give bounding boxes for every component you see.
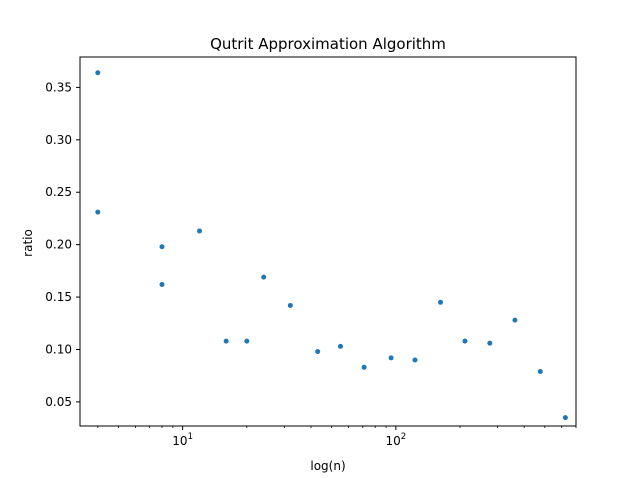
scatter-point [95,209,101,215]
plot-area-frame [79,56,577,427]
scatter-point [462,338,468,344]
y-tick-label: 0.35 [45,80,72,94]
x-tick-exponent: 2 [401,432,406,442]
y-axis-label: ratio [21,229,35,257]
scatter-point [361,364,367,370]
x-tick-exponent: 1 [188,432,193,442]
x-axis-label: log(n) [310,459,345,473]
scatter-point [562,415,568,421]
scatter-point [537,368,543,374]
y-axis: 0.05 0.10 0.15 0.20 0.25 0.30 0.35 [45,80,80,409]
x-tick-label: 101 [172,432,193,448]
scatter-point [244,338,250,344]
y-tick-label: 0.30 [45,133,72,147]
scatter-point [159,281,165,287]
y-tick-label: 0.20 [45,238,72,252]
x-tick-label: 102 [385,432,406,448]
y-tick-label: 0.05 [45,395,72,409]
x-axis: 101 102 [97,426,577,448]
scatter-point [287,302,293,308]
scatter-point [412,357,418,363]
data-points [95,70,568,421]
scatter-point [223,338,229,344]
scatter-point [261,274,267,280]
x-tick-base: 10 [385,434,400,448]
y-tick-label: 0.15 [45,290,72,304]
scatter-point [388,355,394,361]
chart-title: Qutrit Approximation Algorithm [210,35,446,53]
scatter-point [438,299,444,305]
y-tick-label: 0.10 [45,342,72,356]
scatter-point [512,317,518,323]
scatter-point [487,340,493,346]
x-tick-base: 10 [172,434,187,448]
scatter-point [337,343,343,349]
scatter-point [197,228,203,234]
scatter-point [95,70,101,76]
y-tick-label: 0.25 [45,185,72,199]
scatter-point [159,244,165,250]
scatter-point [315,349,321,355]
